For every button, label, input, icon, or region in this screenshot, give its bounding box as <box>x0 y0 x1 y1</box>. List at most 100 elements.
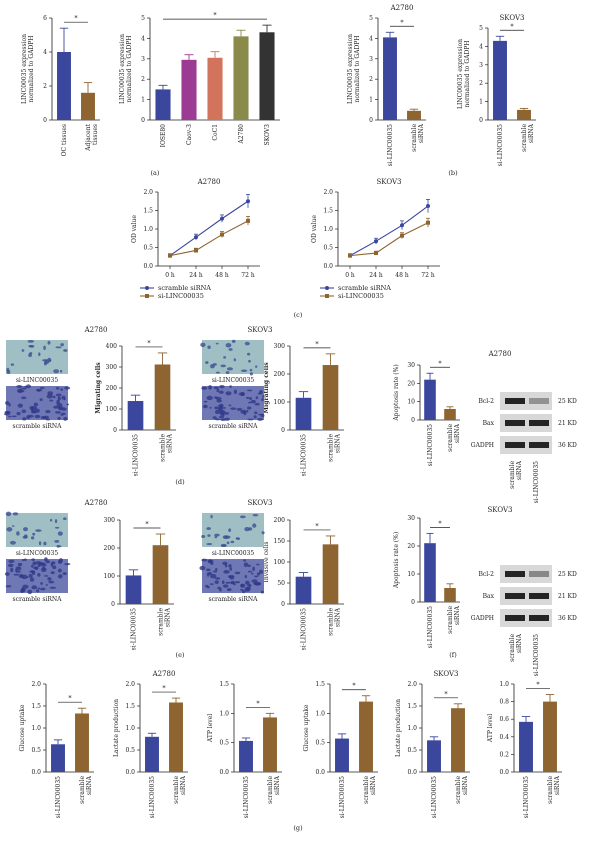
cell <box>208 571 212 575</box>
cell <box>233 583 236 586</box>
x-tick-label: si-LINC00035 <box>301 608 308 650</box>
cell <box>244 341 250 346</box>
cell <box>31 558 36 561</box>
cell <box>240 369 248 373</box>
y-tick-label: 2 <box>479 80 483 87</box>
cell <box>40 582 43 585</box>
cell <box>45 418 51 421</box>
y-tick-label: 0.0 <box>143 263 153 270</box>
cell <box>249 397 252 401</box>
significance-star: * <box>256 699 260 707</box>
cell <box>216 399 222 403</box>
cell <box>10 567 14 573</box>
cell <box>49 399 54 402</box>
cell <box>18 389 25 393</box>
micrograph-top <box>6 340 68 375</box>
y-tick-label: 0.5 <box>315 740 325 747</box>
cell <box>42 415 49 420</box>
cell <box>52 395 56 399</box>
panel-label: (c) <box>294 311 303 319</box>
cell <box>205 568 211 572</box>
blot-band <box>505 615 525 621</box>
cell <box>218 390 224 394</box>
y-tick-label: 0.0 <box>219 769 229 776</box>
data-point <box>400 223 404 228</box>
x-tick-label: scramble <box>411 124 418 152</box>
bar-1 <box>181 59 197 120</box>
blot-strip <box>500 565 552 583</box>
cell <box>21 574 28 580</box>
cell <box>46 394 53 399</box>
y-axis-label: normalized to GADPH <box>464 40 471 107</box>
cell <box>222 535 229 540</box>
y-tick-label: 200 <box>274 517 286 524</box>
cell <box>11 415 17 418</box>
data-point <box>374 251 378 256</box>
bar-chart-b1: 0 1 2 3 4 5 LINC00035 expression normalized to … <box>347 4 426 166</box>
cell <box>23 558 27 561</box>
cell <box>12 512 19 516</box>
cell <box>244 587 251 592</box>
cell <box>229 567 232 571</box>
y-tick-label: 3 <box>141 56 145 63</box>
cell <box>44 575 49 577</box>
blot-band <box>529 398 549 404</box>
cell <box>30 536 35 540</box>
y-tick-label: 0.0 <box>125 769 135 776</box>
cell <box>247 389 253 392</box>
cell <box>37 572 41 577</box>
micrograph-caption: si-LINC00035 <box>16 550 58 557</box>
y-tick-label: 0.4 <box>499 734 509 741</box>
x-tick-label: siRNA <box>167 433 174 453</box>
cell <box>254 411 258 415</box>
y-tick-label: 0.5 <box>125 747 135 754</box>
x-tick-label: siRNA <box>274 775 281 795</box>
x-tick-label: scramble <box>447 606 454 634</box>
y-tick-label: 0.0 <box>315 769 325 776</box>
cell <box>248 583 251 588</box>
blot-kd-label: 25 KD <box>558 398 577 405</box>
cell <box>27 414 34 418</box>
y-tick-label: 100 <box>274 399 286 406</box>
y-tick-label: 20 <box>407 380 415 387</box>
bar-chart-e1: 0 100 200 300 si-LINC00035 scramble siRNA * <box>104 517 174 650</box>
cell <box>11 525 15 527</box>
y-tick-label: 0 <box>281 427 285 434</box>
cell <box>57 559 63 564</box>
bar-chart-d3: 0 10 20 30 Apoptosis rate (%) si-LINC00035 scr… <box>393 359 461 466</box>
y-axis-label: Migrating cells <box>95 362 102 414</box>
cell <box>63 416 68 421</box>
y-tick-label: 0.0 <box>407 769 417 776</box>
cell <box>62 572 67 576</box>
cell <box>247 352 251 356</box>
cell <box>231 339 236 343</box>
y-tick-label: 30 <box>407 515 415 522</box>
cell <box>212 570 218 573</box>
y-tick-label: 0.5 <box>143 245 153 252</box>
x-tick-label: si-LINC00035 <box>431 776 438 818</box>
y-axis-label: LINC00035 expression <box>21 34 28 104</box>
y-tick-label: 0.0 <box>323 263 333 270</box>
y-tick-label: 4 <box>369 35 373 42</box>
bar-1 <box>75 713 89 772</box>
cell <box>43 541 47 546</box>
x-tick-label: scramble <box>363 776 370 804</box>
bar-0 <box>51 744 65 772</box>
y-tick-label: 300 <box>106 364 118 371</box>
cell <box>254 581 262 586</box>
micrograph-top <box>5 511 68 548</box>
micrograph-background <box>202 340 264 374</box>
bar-1 <box>517 109 531 120</box>
bar-0 <box>295 397 312 430</box>
bar-chart-b2: 0 1 2 3 4 5 LINC00035 expression normalized to … <box>457 14 536 166</box>
cell <box>206 543 213 546</box>
y-tick-label: 200 <box>274 371 286 378</box>
y-axis-label: Apoptosis rate (%) <box>393 532 400 589</box>
y-tick-label: 0.0 <box>31 769 41 776</box>
x-tick-label: 72 h <box>421 272 435 279</box>
y-tick-label: 10 <box>407 399 415 406</box>
bar-1 <box>81 92 95 120</box>
blot-row-label: GADPH <box>471 442 494 449</box>
cell <box>247 570 252 573</box>
y-tick-label: 1.0 <box>407 725 417 732</box>
